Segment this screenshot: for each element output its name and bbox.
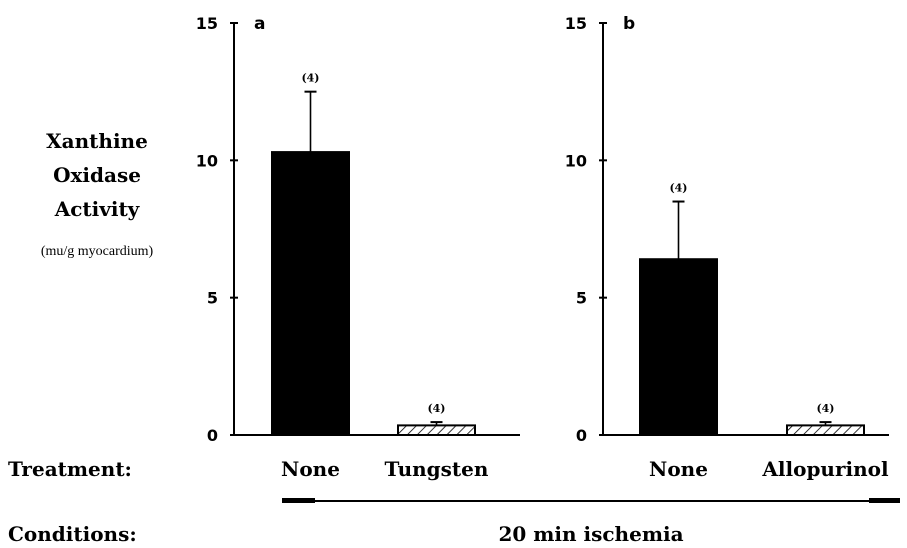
panel-b-y-tick-label: 10 <box>565 151 587 170</box>
treatment-label: Treatment: <box>8 457 132 481</box>
panel-b: 0 5 10 15 b (4) None (4) Allopurinol <box>565 14 889 481</box>
panel-b-y-tick-label: 15 <box>565 14 587 33</box>
panel-b-letter: b <box>623 14 635 34</box>
y-axis-title-line1: Xanthine <box>46 129 148 153</box>
panel-b-category-label: None <box>649 457 708 481</box>
y-axis-title-line3: Activity <box>54 197 141 221</box>
panel-a-y-tick-label: 0 <box>207 426 218 445</box>
panel-a-letter: a <box>254 14 265 34</box>
panel-b-n-label: (4) <box>669 182 687 195</box>
panel-a-n-label: (4) <box>301 72 319 85</box>
panel-a-bar <box>397 424 476 436</box>
panel-a-y-tick-label: 10 <box>196 151 218 170</box>
condition-label: 20 min ischemia <box>498 522 683 546</box>
panel-a-category-label: None <box>281 457 340 481</box>
condition-bracket-right-end <box>869 498 900 503</box>
y-axis-title-line2: Oxidase <box>53 163 141 187</box>
panel-b-y-tick-label: 5 <box>576 289 587 308</box>
panel-a: 0 5 10 15 a (4) None (4) Tungsten <box>196 14 520 481</box>
panel-a-n-label: (4) <box>427 402 445 415</box>
panel-a-y-tick-label: 15 <box>196 14 218 33</box>
panel-a-bar <box>271 151 350 437</box>
conditions-label: Conditions: <box>8 522 137 546</box>
panel-b-bar <box>786 424 865 436</box>
panel-b-n-label: (4) <box>816 402 834 415</box>
y-axis-units: (mu/g myocardium) <box>41 244 154 259</box>
panel-b-bar <box>639 258 718 437</box>
panel-a-category-label: Tungsten <box>385 457 489 481</box>
panel-b-y-tick-label: 0 <box>576 426 587 445</box>
panel-a-y-tick-label: 5 <box>207 289 218 308</box>
panel-b-category-label: Allopurinol <box>761 457 889 481</box>
